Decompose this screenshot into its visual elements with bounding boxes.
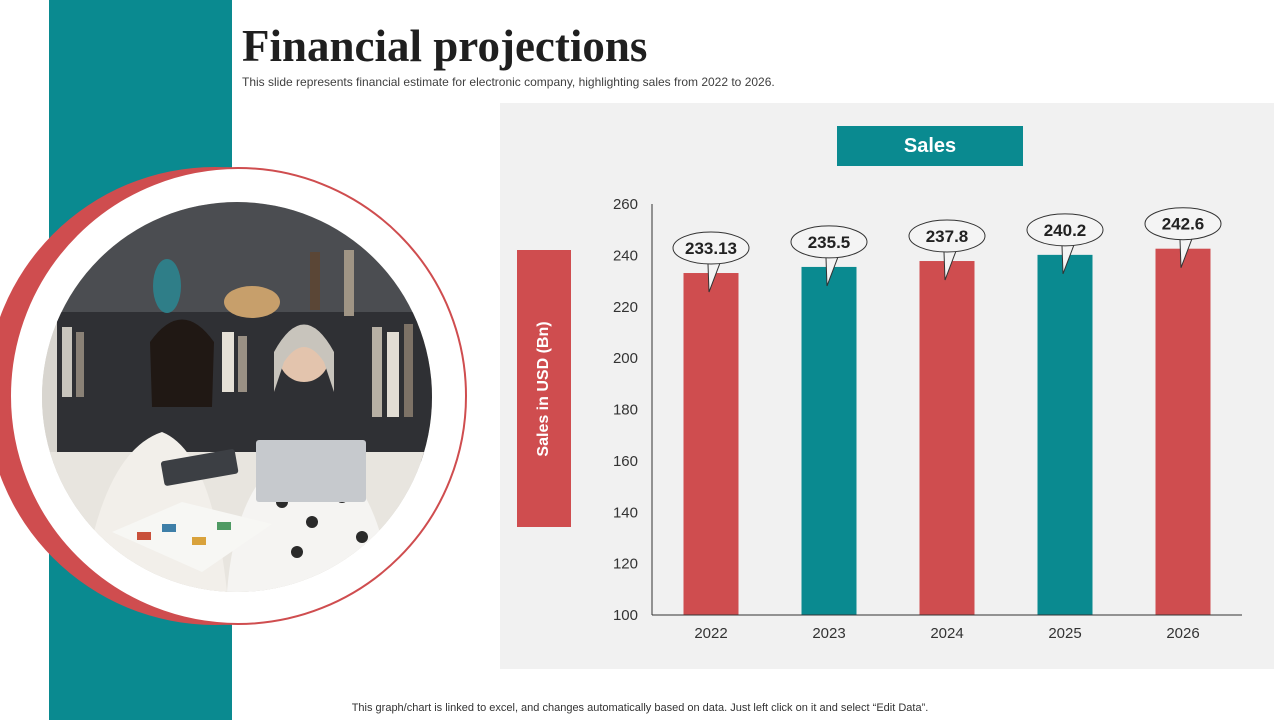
value-callout: 233.13 <box>672 231 750 293</box>
footer-note: This graph/chart is linked to excel, and… <box>351 702 929 714</box>
y-axis-label: Sales in USD (Bn) <box>535 320 552 457</box>
y-tick-label: 100 <box>613 607 638 624</box>
y-tick-label: 260 <box>613 196 638 213</box>
y-tick-label: 240 <box>613 247 638 264</box>
x-tick-label: 2023 <box>812 625 845 642</box>
chart-title: Sales <box>903 134 957 157</box>
data-label: 242.6 <box>1162 215 1205 234</box>
data-label: 233.13 <box>685 239 737 258</box>
value-callout: 240.2 <box>1026 213 1104 275</box>
value-callout: 235.5 <box>790 225 868 287</box>
y-axis-label-banner: Sales in USD (Bn) <box>517 250 571 527</box>
y-tick-label: 160 <box>613 453 638 470</box>
bar-2023 <box>801 266 857 615</box>
page-subtitle: This slide represents financial estimate… <box>242 75 775 89</box>
x-tick-label: 2026 <box>1166 625 1199 642</box>
bar-2024 <box>919 261 975 615</box>
y-tick-label: 200 <box>613 350 638 367</box>
value-callout: 237.8 <box>908 219 986 281</box>
chart-title-banner: Sales <box>837 126 1023 166</box>
sales-bar-chart: 100 120 140 160 180 200 220 240 260 2022 2023 2024… <box>613 196 1242 642</box>
x-tick-label: 2022 <box>694 625 727 642</box>
page-title: Financial projections <box>242 21 648 71</box>
data-label: 235.5 <box>808 233 851 252</box>
chart-panel <box>500 103 1274 669</box>
y-tick-label: 180 <box>613 402 638 419</box>
x-tick-label: 2025 <box>1048 625 1081 642</box>
y-tick-label: 120 <box>613 556 638 573</box>
y-tick-label: 220 <box>613 299 638 316</box>
data-label: 240.2 <box>1044 221 1087 240</box>
bar-2022 <box>683 273 739 615</box>
data-label: 237.8 <box>926 227 969 246</box>
bar-2026 <box>1155 248 1211 615</box>
x-tick-label: 2024 <box>930 625 963 642</box>
y-tick-label: 140 <box>613 504 638 521</box>
value-callout: 242.6 <box>1144 207 1222 268</box>
bar-2025 <box>1037 254 1093 615</box>
office-photo <box>42 202 432 592</box>
